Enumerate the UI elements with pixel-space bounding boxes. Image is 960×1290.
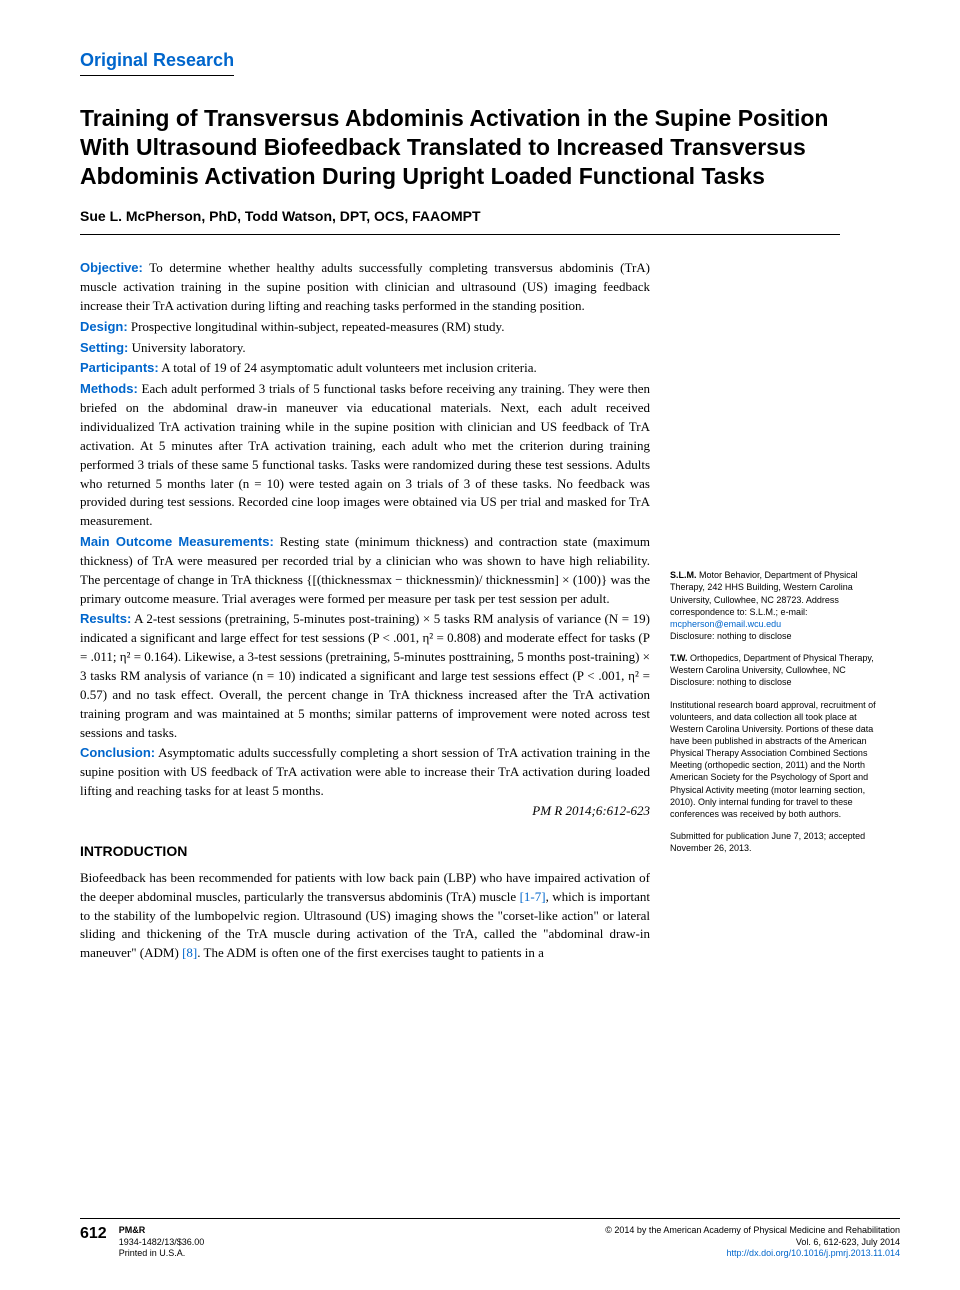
irb-statement: Institutional research board approval, r… — [670, 699, 880, 820]
citation-line: PM R 2014;6:612-623 — [80, 803, 650, 819]
abstract-text-setting: University laboratory. — [132, 340, 246, 355]
main-column: Objective: To determine whether healthy … — [80, 259, 650, 963]
footer-copyright: © 2014 by the American Academy of Physic… — [605, 1225, 900, 1237]
abstract-label-methods: Methods: — [80, 381, 138, 396]
article-title: Training of Transversus Abdominis Activa… — [80, 104, 840, 190]
footer-volume: Vol. 6, 612-623, July 2014 — [605, 1237, 900, 1249]
abstract-text-participants: A total of 19 of 24 asymptomatic adult v… — [161, 360, 536, 375]
author-affil-slm: S.L.M. Motor Behavior, Department of Phy… — [670, 569, 880, 642]
footer-doi-link[interactable]: http://dx.doi.org/10.1016/j.pmrj.2013.11… — [727, 1248, 900, 1258]
abstract-main-outcome: Main Outcome Measurements: Resting state… — [80, 533, 650, 608]
reference-link-1-7[interactable]: [1-7] — [520, 889, 546, 904]
abstract-text-objective: To determine whether healthy adults succ… — [80, 260, 650, 313]
footer-journal: PM&R — [119, 1225, 205, 1237]
section-label: Original Research — [80, 50, 234, 76]
abstract-design: Design: Prospective longitudinal within-… — [80, 318, 650, 337]
abstract-text-methods: Each adult performed 3 trials of 5 funct… — [80, 381, 650, 528]
author-initials-slm: S.L.M. — [670, 570, 697, 580]
abstract-conclusion: Conclusion: Asymptomatic adults successf… — [80, 744, 650, 801]
intro-text-post: . The ADM is often one of the first exer… — [197, 945, 544, 960]
submission-dates: Submitted for publication June 7, 2013; … — [670, 830, 880, 854]
disclosure-tw: Disclosure: nothing to disclose — [670, 677, 792, 687]
author-affil-slm-text: Motor Behavior, Department of Physical T… — [670, 570, 858, 616]
page-number: 612 — [80, 1225, 107, 1243]
abstract-label-main-outcome: Main Outcome Measurements: — [80, 534, 274, 549]
author-email-link[interactable]: mcpherson@email.wcu.edu — [670, 619, 781, 629]
abstract-objective: Objective: To determine whether healthy … — [80, 259, 650, 316]
footer-printed: Printed in U.S.A. — [119, 1248, 205, 1260]
page-footer: 612 PM&R 1934-1482/13/$36.00 Printed in … — [80, 1218, 900, 1260]
abstract-label-objective: Objective: — [80, 260, 143, 275]
intro-body: Biofeedback has been recommended for pat… — [80, 869, 650, 963]
author-affil-tw: T.W. Orthopedics, Department of Physical… — [670, 652, 880, 688]
abstract-results: Results: A 2-test sessions (pretraining,… — [80, 610, 650, 742]
authors-line: Sue L. McPherson, PhD, Todd Watson, DPT,… — [80, 208, 840, 235]
abstract-text-conclusion: Asymptomatic adults successfully complet… — [80, 745, 650, 798]
reference-link-8[interactable]: [8] — [182, 945, 197, 960]
sidebar-column: S.L.M. Motor Behavior, Department of Phy… — [670, 259, 880, 963]
abstract-label-conclusion: Conclusion: — [80, 745, 155, 760]
abstract-label-participants: Participants: — [80, 360, 159, 375]
abstract-text-results: A 2-test sessions (pretraining, 5-minute… — [80, 611, 650, 739]
abstract-label-results: Results: — [80, 611, 131, 626]
intro-heading: INTRODUCTION — [80, 843, 650, 859]
abstract-label-design: Design: — [80, 319, 128, 334]
abstract-participants: Participants: A total of 19 of 24 asympt… — [80, 359, 650, 378]
disclosure-slm: Disclosure: nothing to disclose — [670, 631, 792, 641]
abstract-label-setting: Setting: — [80, 340, 128, 355]
abstract-text-design: Prospective longitudinal within-subject,… — [131, 319, 505, 334]
footer-issn: 1934-1482/13/$36.00 — [119, 1237, 205, 1249]
author-affil-tw-text: Orthopedics, Department of Physical Ther… — [670, 653, 874, 675]
abstract-setting: Setting: University laboratory. — [80, 339, 650, 358]
abstract-methods: Methods: Each adult performed 3 trials o… — [80, 380, 650, 531]
author-initials-tw: T.W. — [670, 653, 688, 663]
